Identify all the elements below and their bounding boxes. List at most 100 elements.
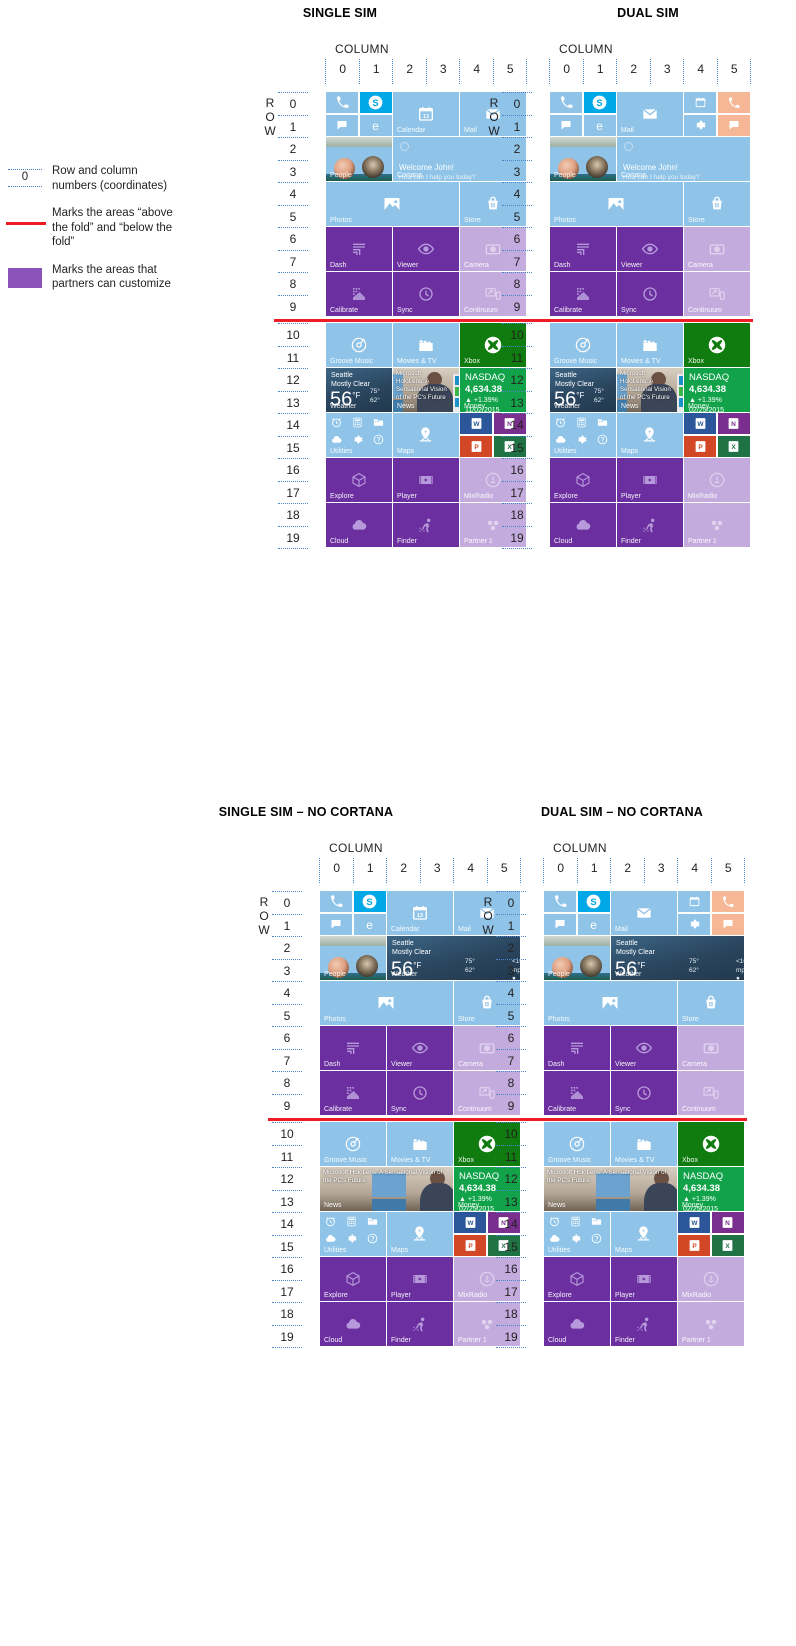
tile-mixradio[interactable]: MixRadio <box>460 458 526 502</box>
tile-sync[interactable]: Sync <box>617 272 683 316</box>
tile-player[interactable]: Player <box>617 458 683 502</box>
tile-finder[interactable]: Finder <box>617 503 683 547</box>
tile-groove-music[interactable]: Groove Music <box>550 323 616 367</box>
tile-movies-tv[interactable]: Movies & TV <box>387 1122 453 1166</box>
tile-sync[interactable]: Sync <box>611 1071 677 1115</box>
tile-dash[interactable]: Dash <box>326 227 392 271</box>
tile-weather[interactable]: Seattle Mostly Clear 56°F 75° 62° Weather <box>550 368 616 412</box>
tile-viewer[interactable]: Viewer <box>387 1026 453 1070</box>
tile-mail[interactable]: Mail <box>611 891 677 935</box>
tile-continuum[interactable]: Continuum <box>460 272 526 316</box>
tile-photos[interactable]: Photos <box>326 182 459 226</box>
tile-cloud[interactable]: Cloud <box>320 1302 386 1346</box>
tile-calendar[interactable] <box>684 92 717 114</box>
tile-phone[interactable] <box>544 891 577 913</box>
tile-mail[interactable]: Mail <box>460 92 526 136</box>
tile-sync[interactable]: Sync <box>393 272 459 316</box>
tile-skype[interactable]: S <box>577 891 610 913</box>
tile-maps[interactable]: Maps <box>393 413 459 457</box>
tile-calibrate[interactable]: Calibrate <box>550 272 616 316</box>
tile-phone[interactable] <box>326 92 359 114</box>
tile-continuum[interactable]: Continuum <box>684 272 750 316</box>
tile-edge[interactable]: e <box>577 913 610 935</box>
tile-calibrate[interactable]: Calibrate <box>544 1071 610 1115</box>
tile-messaging[interactable] <box>544 913 577 935</box>
tile-people[interactable]: People <box>326 137 392 181</box>
tile-powerpoint[interactable]: P <box>678 1234 711 1256</box>
tile-skype[interactable]: S <box>353 891 386 913</box>
tile-powerpoint[interactable]: P <box>454 1234 487 1256</box>
tile-edge[interactable]: e <box>353 913 386 935</box>
tile-maps[interactable]: Maps <box>617 413 683 457</box>
tile-calendar[interactable]: 13 Calendar <box>393 92 459 136</box>
tile-groove-music[interactable]: Groove Music <box>320 1122 386 1166</box>
tile-calibrate[interactable]: Calibrate <box>320 1071 386 1115</box>
tile-onenote[interactable]: N <box>493 413 526 435</box>
tile-continuum[interactable]: Continuum <box>454 1071 520 1115</box>
tile-xbox[interactable]: Xbox <box>460 323 526 367</box>
tile-edge[interactable]: e <box>359 114 392 136</box>
tile-store[interactable]: Store <box>684 182 750 226</box>
tile-viewer[interactable]: Viewer <box>617 227 683 271</box>
tile-movies-tv[interactable]: Movies & TV <box>617 323 683 367</box>
tile-partner[interactable]: Partner 1 <box>460 503 526 547</box>
tile-messaging[interactable] <box>320 913 353 935</box>
tile-camera[interactable]: Camera <box>460 227 526 271</box>
tile-utilities[interactable]: Utilities <box>320 1212 386 1256</box>
tile-money[interactable]: NASDAQ 4,634.38 ▲ +1.39% 11/02/2015 Mone… <box>460 368 526 412</box>
tile-mixradio[interactable]: MixRadio <box>678 1257 744 1301</box>
tile-word[interactable]: W <box>454 1212 487 1234</box>
tile-phone-sim2[interactable] <box>717 92 750 114</box>
tile-settings[interactable] <box>678 913 711 935</box>
tile-photos[interactable]: Photos <box>320 981 453 1025</box>
tile-word[interactable]: W <box>684 413 717 435</box>
tile-calendar[interactable]: 13 Calendar <box>387 891 453 935</box>
tile-messaging-sim2[interactable] <box>717 114 750 136</box>
tile-utilities[interactable]: Utilities <box>550 413 616 457</box>
tile-finder[interactable]: Finder <box>393 503 459 547</box>
tile-mixradio[interactable]: MixRadio <box>684 458 750 502</box>
tile-partner[interactable]: Partner 1 <box>684 503 750 547</box>
tile-groove-music[interactable]: Groove Music <box>326 323 392 367</box>
tile-groove-music[interactable]: Groove Music <box>544 1122 610 1166</box>
tile-onenote[interactable]: N <box>487 1212 520 1234</box>
tile-word[interactable]: W <box>460 413 493 435</box>
tile-phone[interactable] <box>550 92 583 114</box>
tile-edge[interactable]: e <box>583 114 616 136</box>
tile-cortana[interactable]: Welcome John! How can I help you today? C… <box>393 137 526 181</box>
tile-people[interactable]: People <box>550 137 616 181</box>
tile-phone-sim2[interactable] <box>711 891 744 913</box>
tile-mixradio[interactable]: MixRadio <box>454 1257 520 1301</box>
tile-excel[interactable]: X <box>487 1234 520 1256</box>
tile-maps[interactable]: Maps <box>387 1212 453 1256</box>
tile-player[interactable]: Player <box>387 1257 453 1301</box>
tile-store[interactable]: Store <box>454 981 520 1025</box>
tile-partner[interactable]: Partner 1 <box>678 1302 744 1346</box>
tile-movies-tv[interactable]: Movies & TV <box>611 1122 677 1166</box>
tile-store[interactable]: Store <box>460 182 526 226</box>
tile-powerpoint[interactable]: P <box>684 435 717 457</box>
tile-skype[interactable]: S <box>359 92 392 114</box>
tile-news[interactable]: Microsoft HoloLens: A Sensational Vision… <box>544 1167 677 1211</box>
tile-explore[interactable]: Explore <box>550 458 616 502</box>
tile-powerpoint[interactable]: P <box>460 435 493 457</box>
tile-viewer[interactable]: Viewer <box>393 227 459 271</box>
tile-xbox[interactable]: Xbox <box>454 1122 520 1166</box>
tile-onenote[interactable]: N <box>711 1212 744 1234</box>
tile-excel[interactable]: X <box>717 435 750 457</box>
tile-phone[interactable] <box>320 891 353 913</box>
tile-money[interactable]: NASDAQ 4,634.38 ▲ +1.39% 02/25/2015 Mone… <box>678 1167 744 1211</box>
tile-people[interactable]: People <box>544 936 610 980</box>
tile-camera[interactable]: Camera <box>454 1026 520 1070</box>
tile-excel[interactable]: X <box>493 435 526 457</box>
tile-people[interactable]: People <box>320 936 386 980</box>
tile-partner[interactable]: Partner 1 <box>454 1302 520 1346</box>
tile-word[interactable]: W <box>678 1212 711 1234</box>
tile-cortana[interactable]: Welcome John! How can I help you today? C… <box>617 137 750 181</box>
tile-camera[interactable]: Camera <box>684 227 750 271</box>
tile-store[interactable]: Store <box>678 981 744 1025</box>
tile-xbox[interactable]: Xbox <box>684 323 750 367</box>
tile-sync[interactable]: Sync <box>387 1071 453 1115</box>
